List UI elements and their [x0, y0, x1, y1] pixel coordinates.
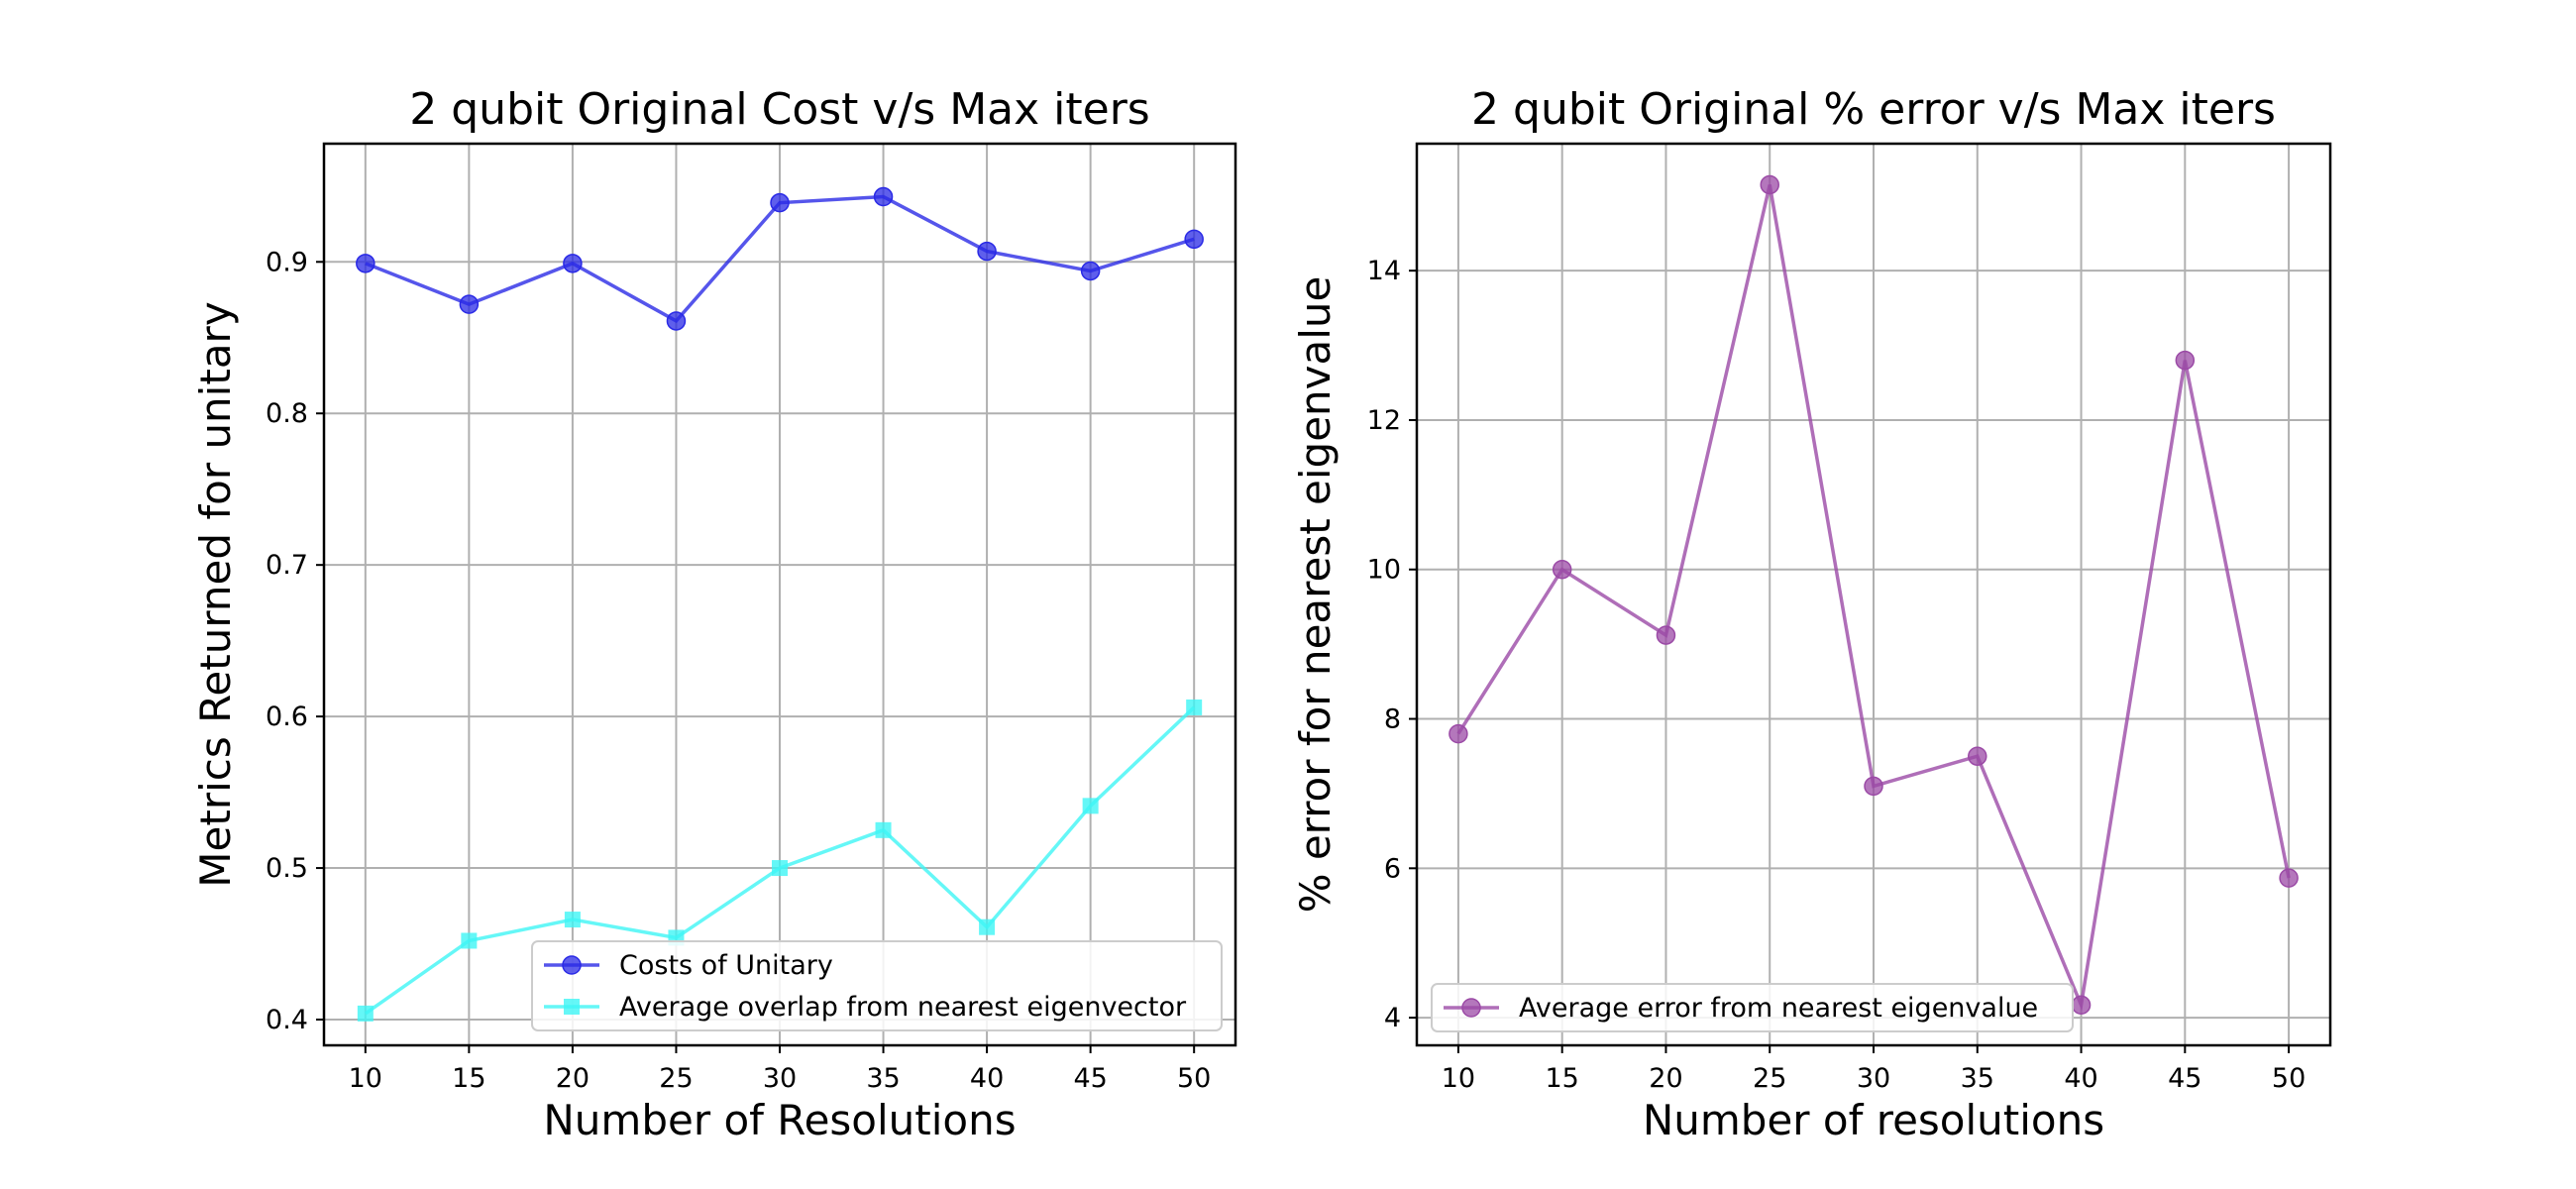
legend: Costs of Unitary Average overlap from nea…: [531, 940, 1223, 1031]
x-tick-label: 40: [2064, 1063, 2097, 1094]
left-chart-cost: 10 15 20 25 30 35 40 45 50 0.4 0.5 0.6 0.7 0.8 0.9 2 qu…: [191, 84, 1237, 1144]
x-tick-label: 35: [866, 1063, 900, 1094]
y-axis-label: Metrics Returned for unitary: [191, 301, 240, 887]
data-point: [666, 311, 687, 331]
data-point: [2175, 350, 2196, 371]
legend-label: Average error from nearest eigenvalue: [1519, 993, 2038, 1024]
legend: Average error from nearest eigenvalue: [1431, 983, 2074, 1032]
x-tick-label: 25: [659, 1063, 693, 1094]
legend-marker: [1461, 998, 1481, 1018]
y-axis-label: % error for nearest eigenvalue: [1291, 276, 1340, 914]
y-tick-label: 4: [1384, 1003, 1401, 1033]
data-point: [770, 192, 790, 213]
data-point: [875, 821, 892, 838]
grid: [324, 144, 1235, 1045]
data-point: [356, 254, 376, 273]
data-point: [1968, 746, 1987, 766]
data-point: [461, 932, 478, 949]
chart-title: 2 qubit Original Cost v/s Max iters: [409, 84, 1149, 135]
x-tick-label: 50: [2272, 1063, 2306, 1094]
y-tick-label: 0.8: [266, 398, 308, 429]
data-point: [1082, 798, 1099, 814]
data-point: [1552, 559, 1572, 580]
x-tick-label: 25: [1753, 1063, 1786, 1094]
y-tick-label: 6: [1384, 853, 1401, 884]
x-axis-label: Number of Resolutions: [543, 1096, 1016, 1144]
legend-box: [531, 940, 1223, 1031]
x-tick-label: 30: [1857, 1063, 1890, 1094]
x-tick-label: 15: [1546, 1063, 1579, 1094]
data-point: [357, 1005, 374, 1022]
x-tick-label: 20: [556, 1063, 590, 1094]
data-point: [979, 919, 996, 935]
y-tick-label: 12: [1367, 405, 1401, 436]
y-tick-label: 0.7: [266, 550, 308, 581]
legend-box: [1431, 983, 2074, 1032]
y-tick-label: 10: [1367, 555, 1401, 586]
x-tick-label: 30: [763, 1063, 797, 1094]
x-tick-label: 15: [452, 1063, 485, 1094]
data-point: [2279, 868, 2299, 888]
legend-label: Costs of Unitary: [619, 950, 833, 981]
legend-marker: [562, 955, 582, 975]
data-point: [772, 860, 788, 877]
legend-marker: [564, 999, 580, 1015]
right-chart-error: 10 15 20 25 30 35 40 45 50 4 6 8 10 12 14 2 qubit Origi…: [1291, 84, 2332, 1144]
x-tick-label: 45: [2168, 1063, 2201, 1094]
legend-label: Average overlap from nearest eigenvector: [619, 992, 1187, 1023]
grid: [1417, 144, 2330, 1045]
data-point: [873, 186, 894, 207]
x-tick-label: 45: [1073, 1063, 1107, 1094]
series-1: [356, 186, 1204, 331]
y-tick-label: 0.6: [266, 702, 308, 732]
data-point: [1186, 699, 1203, 715]
data-point: [563, 254, 583, 273]
data-point: [1184, 229, 1204, 250]
data-point: [977, 241, 997, 262]
data-point: [1760, 174, 1779, 195]
data-point: [2071, 995, 2092, 1016]
data-point: [1449, 723, 1468, 744]
x-tick-label: 20: [1649, 1063, 1682, 1094]
x-axis-label: Number of resolutions: [1643, 1096, 2104, 1144]
data-point: [1864, 776, 1883, 797]
x-tick-label: 40: [970, 1063, 1004, 1094]
series-1: [1449, 174, 2299, 1016]
x-tick-label: 35: [1961, 1063, 1994, 1094]
y-tick-label: 0.9: [266, 247, 308, 277]
data-point: [564, 912, 581, 928]
y-tick-label: 8: [1384, 704, 1401, 735]
x-tick-label: 50: [1177, 1063, 1211, 1094]
y-tick-label: 0.4: [266, 1005, 308, 1035]
x-tick-label: 10: [349, 1063, 382, 1094]
y-tick-label: 14: [1367, 256, 1401, 286]
x-tick-label: 10: [1442, 1063, 1475, 1094]
chart-title: 2 qubit Original % error v/s Max iters: [1471, 84, 2276, 135]
data-point: [1656, 625, 1676, 645]
data-point: [1080, 261, 1101, 281]
data-point: [459, 294, 480, 314]
y-tick-label: 0.5: [266, 853, 308, 884]
